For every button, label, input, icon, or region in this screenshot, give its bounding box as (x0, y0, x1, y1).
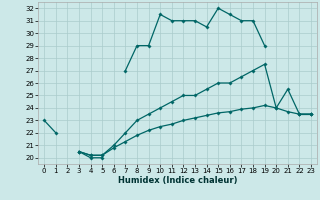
X-axis label: Humidex (Indice chaleur): Humidex (Indice chaleur) (118, 176, 237, 185)
